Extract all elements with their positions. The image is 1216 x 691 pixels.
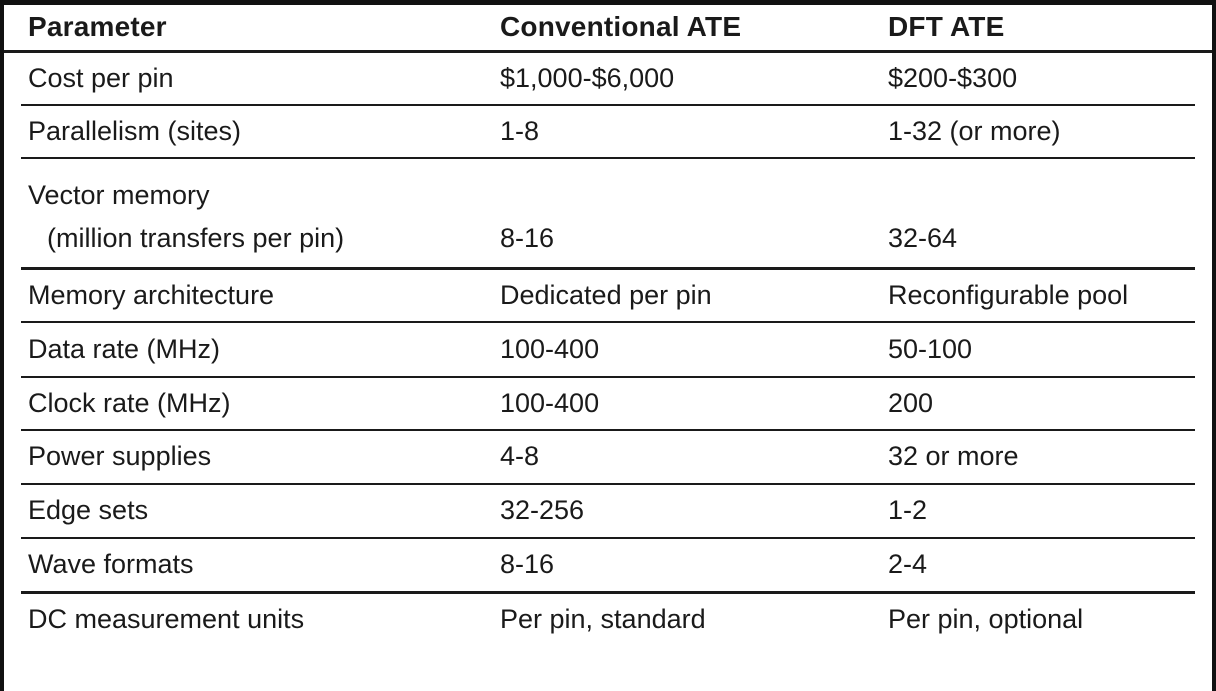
cell-parameter-line1: Vector memory	[28, 179, 210, 210]
cell-dft: 32-64	[888, 223, 958, 254]
cell-dft: 2-4	[888, 549, 928, 580]
header-dft-ate: DFT ATE	[888, 11, 1005, 43]
row-divider	[21, 376, 1195, 378]
table-row-clock-rate: Clock rate (MHz) 100-400 200	[4, 378, 1212, 429]
row-divider	[21, 591, 1195, 594]
row-divider	[21, 157, 1195, 159]
cell-conventional: 100-400	[500, 387, 600, 418]
table-row-vector-memory: Vector memory (million transfers per pin…	[4, 159, 1212, 267]
table-row-parallelism: Parallelism (sites) 1-8 1-32 (or more)	[4, 106, 1212, 157]
row-divider	[21, 321, 1195, 323]
cell-parameter: Memory architecture	[28, 279, 275, 310]
cell-parameter: Cost per pin	[28, 62, 174, 93]
table-row-edge-sets: Edge sets 32-256 1-2	[4, 485, 1212, 537]
row-divider	[21, 537, 1195, 539]
cell-conventional: 100-400	[500, 333, 600, 364]
cell-conventional: Per pin, standard	[500, 604, 706, 634]
cell-parameter: Wave formats	[28, 549, 194, 580]
row-divider	[21, 483, 1195, 485]
cell-dft: $200-$300	[888, 62, 1018, 93]
cell-conventional: $1,000-$6,000	[500, 62, 675, 93]
cell-conventional: 8-16	[500, 223, 555, 254]
table-row-memory-architecture: Memory architecture Dedicated per pin Re…	[4, 270, 1212, 321]
table-row-wave-formats: Wave formats 8-16 2-4	[4, 539, 1212, 591]
cell-conventional: 1-8	[500, 115, 540, 146]
table-row-dc-measurement: DC measurement units Per pin, standard P…	[4, 594, 1212, 691]
table-row-cost-per-pin: Cost per pin $1,000-$6,000 $200-$300	[4, 53, 1212, 104]
cell-parameter-line2: (million transfers per pin)	[47, 223, 345, 254]
cell-conventional: 32-256	[500, 495, 585, 526]
table-header-row: Parameter Conventional ATE DFT ATE	[4, 5, 1212, 53]
cell-parameter: Edge sets	[28, 495, 149, 526]
row-divider	[21, 104, 1195, 106]
cell-parameter: Clock rate (MHz)	[28, 387, 231, 418]
cell-dft: Per pin, optional	[888, 604, 1084, 634]
cell-dft: 1-32 (or more)	[888, 115, 1061, 146]
cell-parameter: Parallelism (sites)	[28, 115, 242, 146]
row-divider	[21, 267, 1195, 270]
cell-dft: 50-100	[888, 333, 973, 364]
header-parameter: Parameter	[28, 11, 167, 43]
cell-dft: 1-2	[888, 495, 928, 526]
cell-conventional: Dedicated per pin	[500, 279, 712, 310]
cell-parameter: DC measurement units	[28, 604, 305, 634]
cell-dft: 32 or more	[888, 441, 1019, 472]
row-divider	[21, 429, 1195, 431]
table-row-power-supplies: Power supplies 4-8 32 or more	[4, 431, 1212, 483]
cell-dft: 200	[888, 387, 934, 418]
table-row-data-rate: Data rate (MHz) 100-400 50-100	[4, 323, 1212, 376]
cell-dft: Reconfigurable pool	[888, 279, 1129, 310]
cell-conventional: 8-16	[500, 549, 555, 580]
cell-conventional: 4-8	[500, 441, 540, 472]
cell-parameter: Power supplies	[28, 441, 212, 472]
header-conventional-ate: Conventional ATE	[500, 11, 742, 43]
cell-parameter: Data rate (MHz)	[28, 333, 221, 364]
